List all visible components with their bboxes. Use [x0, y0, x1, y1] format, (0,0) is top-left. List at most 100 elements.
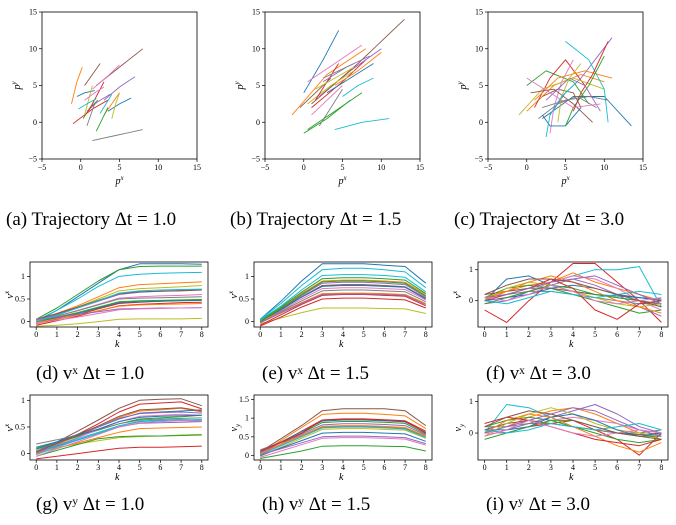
- series-line: [484, 263, 662, 323]
- x-tick-label: 5: [138, 463, 142, 472]
- series-line: [260, 297, 426, 327]
- series-line: [35, 265, 202, 320]
- series-line: [36, 445, 202, 460]
- y-tick-label: 0: [33, 118, 37, 127]
- y-axis-label: py: [10, 81, 23, 91]
- y-axis-label: vx: [3, 290, 16, 298]
- series-line: [72, 99, 109, 125]
- series-line: [259, 280, 427, 323]
- series-group: [259, 408, 427, 459]
- x-tick-label: 1: [55, 330, 59, 339]
- y-axis-label: vy: [453, 423, 466, 431]
- series-line: [78, 98, 97, 110]
- series-line: [84, 85, 93, 116]
- x-tick-label: 4: [571, 330, 575, 339]
- x-tick-label: 0: [34, 463, 38, 472]
- series-line: [342, 77, 374, 97]
- series-line: [36, 407, 202, 453]
- series-line: [103, 76, 136, 101]
- series-line: [545, 81, 578, 137]
- series-line: [322, 63, 355, 79]
- series-line: [484, 404, 662, 437]
- x-tick-label: 0: [258, 463, 262, 472]
- series-line: [307, 44, 363, 83]
- y-tick-label: 15: [29, 8, 37, 17]
- x-axis-label: k: [339, 472, 344, 483]
- series-line: [541, 107, 582, 127]
- x-tick-label: 3: [320, 330, 324, 339]
- y-tick-label: 1: [21, 272, 25, 281]
- x-tick-label: −5: [38, 163, 47, 172]
- y-tick-label: 0: [479, 118, 483, 127]
- caption-f: (f) vˣ Δt = 3.0: [486, 363, 591, 384]
- series-line: [534, 70, 613, 101]
- x-axis-label: k: [115, 472, 120, 483]
- series-line: [311, 85, 343, 116]
- series-group: [484, 263, 662, 323]
- panel-h-vy-dt-1-5: 0 1 2 3 4 5 6 7 8 0 0.5 1 1.5 k vy: [229, 394, 433, 483]
- series-line: [259, 421, 427, 456]
- caption-a: (a) Trajectory Δt = 1.0: [6, 209, 177, 230]
- x-tick-label: 5: [593, 463, 597, 472]
- series-line: [484, 419, 662, 437]
- series-group: [71, 48, 144, 142]
- y-tick-label: −5: [474, 155, 483, 164]
- x-tick-label: 3: [549, 463, 553, 472]
- y-axis-label: vx: [451, 290, 464, 298]
- y-tick-label: −5: [251, 155, 260, 164]
- series-group: [35, 398, 202, 460]
- series-line: [36, 299, 202, 323]
- series-line: [260, 418, 427, 452]
- series-line: [86, 103, 96, 127]
- series-line: [36, 419, 202, 456]
- y-tick-label: 0: [469, 429, 473, 438]
- x-tick-label: 10: [154, 163, 162, 172]
- x-tick-label: 0: [34, 330, 38, 339]
- x-tick-label: 0: [79, 163, 83, 172]
- y-tick-label: 1: [469, 397, 473, 406]
- x-tick-label: 5: [564, 163, 568, 172]
- series-line: [36, 303, 202, 323]
- panel-c-trajectory-dt-3: −5 0 5 10 15 −5 0 5 10 15 px py: [456, 8, 647, 188]
- x-tick-label: 7: [179, 330, 183, 339]
- series-line: [259, 412, 427, 455]
- series-line: [311, 18, 405, 105]
- y-tick-label: 5: [33, 81, 37, 90]
- series-line: [259, 408, 427, 453]
- series-line: [36, 407, 202, 453]
- series-line: [307, 70, 355, 105]
- series-line: [36, 307, 202, 324]
- x-axis-label: px: [338, 174, 348, 187]
- series-line: [260, 425, 426, 454]
- x-tick-label: 5: [138, 330, 142, 339]
- x-tick-label: −5: [261, 163, 270, 172]
- y-tick-label: 0.5: [239, 295, 249, 304]
- y-axis-label: vx: [3, 423, 16, 431]
- series-line: [530, 88, 593, 123]
- series-line: [334, 52, 382, 86]
- y-tick-label: 10: [252, 44, 260, 53]
- x-tick-label: 2: [527, 463, 531, 472]
- x-tick-label: 7: [403, 330, 407, 339]
- caption-h: (h) vʸ Δt = 1.5: [262, 494, 371, 515]
- x-tick-label: 8: [200, 330, 204, 339]
- x-tick-label: 5: [341, 163, 345, 172]
- y-tick-label: −5: [28, 155, 37, 164]
- series-line: [95, 107, 109, 132]
- series-line: [260, 307, 426, 325]
- y-tick-label: 15: [475, 8, 483, 17]
- series-line: [99, 94, 113, 114]
- y-tick-label: 10: [29, 44, 37, 53]
- series-line: [260, 428, 426, 457]
- x-tick-label: 5: [362, 330, 366, 339]
- x-tick-label: 15: [416, 163, 424, 172]
- x-tick-label: 7: [637, 330, 641, 339]
- series-group: [484, 404, 662, 456]
- x-tick-label: 0: [302, 163, 306, 172]
- x-axis-label: k: [569, 472, 574, 483]
- x-tick-label: 4: [117, 463, 121, 472]
- series-line: [84, 86, 105, 101]
- panel-g-vy-dt-1: 0 1 2 3 4 5 6 7 8 0 0.5 1 k vx: [3, 394, 209, 483]
- x-axis-label: px: [115, 174, 125, 187]
- x-tick-label: 0: [483, 330, 487, 339]
